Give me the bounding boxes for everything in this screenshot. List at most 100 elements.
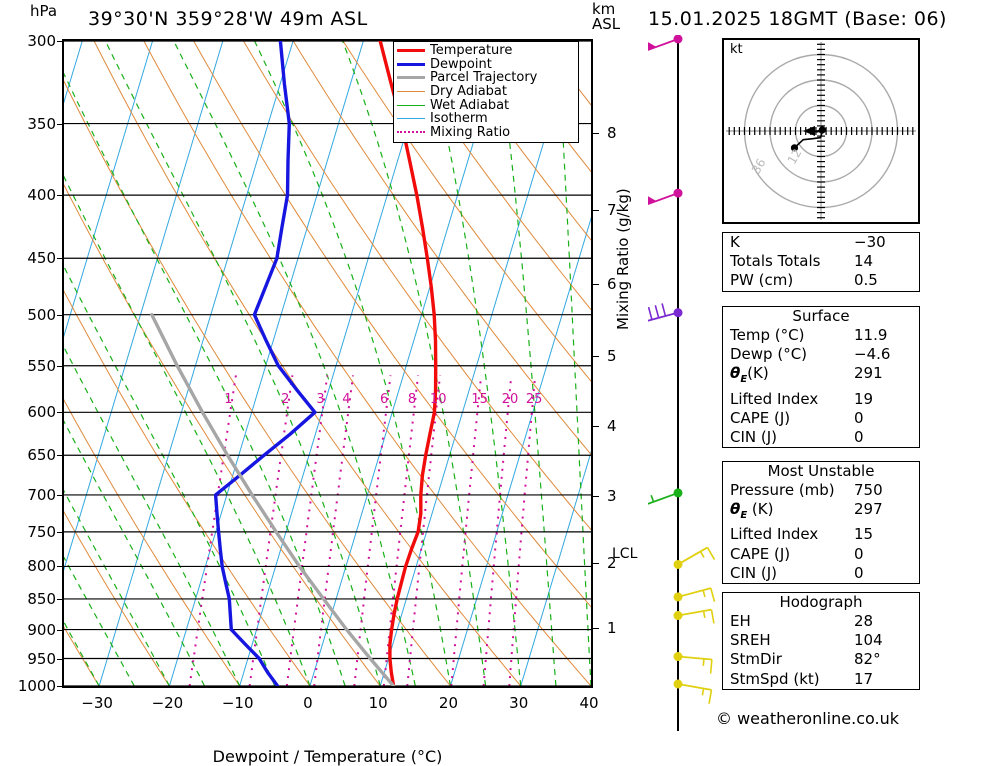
pressure-tick bbox=[57, 195, 64, 197]
legend-color-swatch bbox=[397, 118, 425, 120]
altitude-unit-asl: ASL bbox=[592, 15, 621, 33]
table-row-key: EH bbox=[730, 612, 751, 630]
table-row: CAPE (J) 0 bbox=[723, 409, 919, 428]
pressure-tick bbox=[57, 123, 64, 125]
pressure-tick-label: 800 bbox=[27, 557, 56, 576]
table-row: StmDir 82° bbox=[723, 650, 919, 669]
legend-item: Mixing Ratio bbox=[397, 126, 575, 140]
mixing-ratio-label: 15 bbox=[471, 392, 488, 408]
table-row: SREH 104 bbox=[723, 631, 919, 650]
surface-table: Surface Temp (°C) 11.9 Dewp (°C) −4.6 θE(K) 29… bbox=[722, 306, 920, 449]
altitude-tick bbox=[592, 563, 599, 565]
altitude-tick-label: 4 bbox=[607, 417, 617, 436]
table-title: Surface bbox=[792, 307, 850, 325]
model-run-title: 15.01.2025 18GMT (Base: 06) bbox=[648, 8, 947, 30]
table-row-value: −30 bbox=[854, 233, 886, 251]
pressure-tick-label: 700 bbox=[27, 485, 56, 504]
pressure-tick bbox=[57, 412, 64, 414]
pressure-tick bbox=[57, 629, 64, 631]
mixing-ratio-label: 4 bbox=[342, 392, 351, 408]
table-row-value: 291 bbox=[854, 364, 883, 383]
legend-color-swatch bbox=[397, 62, 425, 66]
pressure-tick-label: 950 bbox=[27, 649, 56, 668]
table-row-value: 19 bbox=[854, 389, 874, 408]
altitude-tick bbox=[592, 355, 599, 357]
pressure-tick bbox=[57, 41, 64, 42]
x-axis-title: Dewpoint / Temperature (°C) bbox=[212, 747, 443, 766]
legend-item-label: Wet Adiabat bbox=[430, 97, 510, 113]
table-row-key: SREH bbox=[730, 631, 771, 650]
altitude-tick bbox=[592, 495, 599, 497]
table-row-value: 0 bbox=[854, 544, 864, 563]
temperature-tick-label: 0 bbox=[303, 694, 313, 712]
table-row-value: 15 bbox=[854, 525, 874, 544]
pressure-tick bbox=[57, 658, 64, 660]
legend-color-swatch bbox=[397, 104, 425, 106]
altitude-tick-label: 8 bbox=[607, 123, 617, 142]
table-row: Lifted Index 19 bbox=[723, 390, 919, 409]
legend-item-label: Isotherm bbox=[430, 111, 488, 127]
skewt-diagram[interactable] bbox=[62, 39, 593, 688]
indices-table: K −30 Totals Totals 14 PW (cm) 0.5 bbox=[722, 232, 920, 292]
watermark: © weatheronline.co.uk bbox=[716, 709, 899, 728]
table-row-value: 0 bbox=[854, 563, 864, 582]
table-row: CAPE (J) 0 bbox=[723, 545, 919, 564]
pressure-tick-label: 300 bbox=[27, 32, 56, 50]
altitude-tick bbox=[592, 209, 599, 211]
altitude-tick bbox=[592, 132, 599, 134]
hodograph-ring-label: 36 bbox=[749, 156, 769, 176]
altitude-axis-unit: km ASL bbox=[592, 2, 620, 32]
table-row: Pressure (mb) 750 bbox=[723, 481, 919, 500]
temperature-tick-label: −30 bbox=[81, 694, 113, 712]
table-row: PW (cm) 0.5 bbox=[723, 271, 919, 290]
mixing-ratio-label: 6 bbox=[380, 392, 389, 408]
temperature-tick-label: 40 bbox=[579, 694, 599, 712]
table-row: Lifted Index 15 bbox=[723, 525, 919, 544]
legend: Temperature Dewpoint Parcel Trajectory Dry … bbox=[393, 41, 579, 144]
pressure-axis-unit: hPa bbox=[30, 2, 58, 20]
pressure-tick bbox=[57, 258, 64, 260]
altitude-tick-label: 6 bbox=[607, 274, 617, 293]
table-row: Temp (°C) 11.9 bbox=[723, 326, 919, 345]
table-row: EH 28 bbox=[723, 612, 919, 631]
altitude-tick bbox=[592, 628, 599, 630]
pressure-tick-label: 1000 bbox=[17, 677, 56, 695]
pressure-tick bbox=[57, 566, 64, 568]
table-row-value: 11.9 bbox=[854, 326, 888, 344]
hodograph-table: Hodograph EH 28 SREH 104 StmDir 82° StmSpd (kt)… bbox=[722, 592, 920, 690]
table-row-key: Lifted Index bbox=[730, 389, 819, 408]
table-row-key: θE(K) bbox=[730, 364, 769, 386]
pressure-tick-label: 600 bbox=[27, 403, 56, 422]
table-row-key: Dewp (°C) bbox=[730, 345, 808, 364]
mixing-ratio-label: 25 bbox=[525, 392, 543, 408]
table-row-value: 297 bbox=[854, 500, 883, 519]
table-row-key: StmSpd (kt) bbox=[730, 669, 820, 688]
altitude-unit-km: km bbox=[592, 0, 616, 18]
table-row-value: 14 bbox=[854, 252, 874, 271]
legend-item: Dewpoint bbox=[397, 58, 575, 72]
table-row: K −30 bbox=[723, 233, 919, 252]
table-title: Most Unstable bbox=[767, 462, 875, 480]
table-row-value: 750 bbox=[854, 481, 883, 499]
mixing-ratio-label: 2 bbox=[281, 392, 290, 408]
pressure-tick-label: 550 bbox=[27, 356, 56, 375]
mixing-ratio-label: 3 bbox=[316, 392, 325, 408]
legend-item: Dry Adiabat bbox=[397, 85, 575, 99]
mixing-ratio-label: 1 bbox=[224, 392, 233, 408]
pressure-tick bbox=[57, 531, 64, 533]
table-row-key: CIN (J) bbox=[730, 563, 778, 582]
pressure-tick-label: 750 bbox=[27, 522, 56, 541]
table-row-value: 82° bbox=[854, 650, 881, 669]
wind-barb-column bbox=[648, 35, 716, 731]
table-row-key: Lifted Index bbox=[730, 525, 819, 544]
pressure-tick-label: 400 bbox=[27, 186, 56, 205]
altitude-tick bbox=[592, 426, 599, 428]
legend-item-label: Dewpoint bbox=[430, 56, 492, 72]
altitude-tick-label: 2 bbox=[607, 554, 617, 573]
table-title: Hodograph bbox=[779, 593, 863, 611]
pressure-tick bbox=[57, 686, 64, 687]
pressure-tick-label: 650 bbox=[27, 446, 56, 465]
pressure-tick-label: 900 bbox=[27, 620, 56, 639]
hodograph-plot[interactable]: kt 12 36 bbox=[722, 38, 920, 224]
table-row-value: 0 bbox=[854, 428, 864, 447]
